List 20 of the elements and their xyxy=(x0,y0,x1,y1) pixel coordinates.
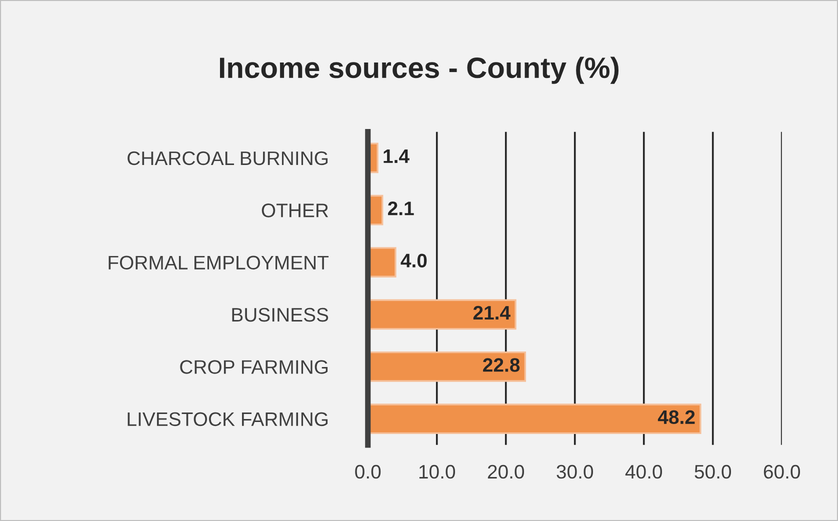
data-label: 4.0 xyxy=(400,254,427,268)
x-tick-label: 0.0 xyxy=(355,464,381,479)
y-tick-label: BUSINESS xyxy=(232,308,328,322)
data-label: 22.8 xyxy=(483,358,520,372)
x-tick-label: 50.0 xyxy=(694,464,732,479)
x-tick-label: 40.0 xyxy=(625,464,662,479)
x-tick-label: 60.0 xyxy=(764,464,800,479)
x-tick-label: 30.0 xyxy=(556,464,594,479)
data-label: 21.4 xyxy=(473,306,510,320)
data-label: 2.1 xyxy=(388,202,414,216)
data-label: 48.2 xyxy=(658,410,695,424)
x-tick-label: 20.0 xyxy=(488,464,524,479)
y-tick-label: CROP FARMING xyxy=(180,360,328,374)
y-tick-label: OTHER xyxy=(262,204,328,218)
x-tick-label: 10.0 xyxy=(419,464,456,479)
data-label: 1.4 xyxy=(384,150,410,163)
y-tick-label: FORMAL EMPLOYMENT xyxy=(108,256,329,270)
chart-title: Income sources - County (%) xyxy=(220,56,619,84)
y-tick-label: LIVESTOCK FARMING xyxy=(128,412,328,426)
y-tick-label: CHARCOAL BURNING xyxy=(128,151,328,166)
